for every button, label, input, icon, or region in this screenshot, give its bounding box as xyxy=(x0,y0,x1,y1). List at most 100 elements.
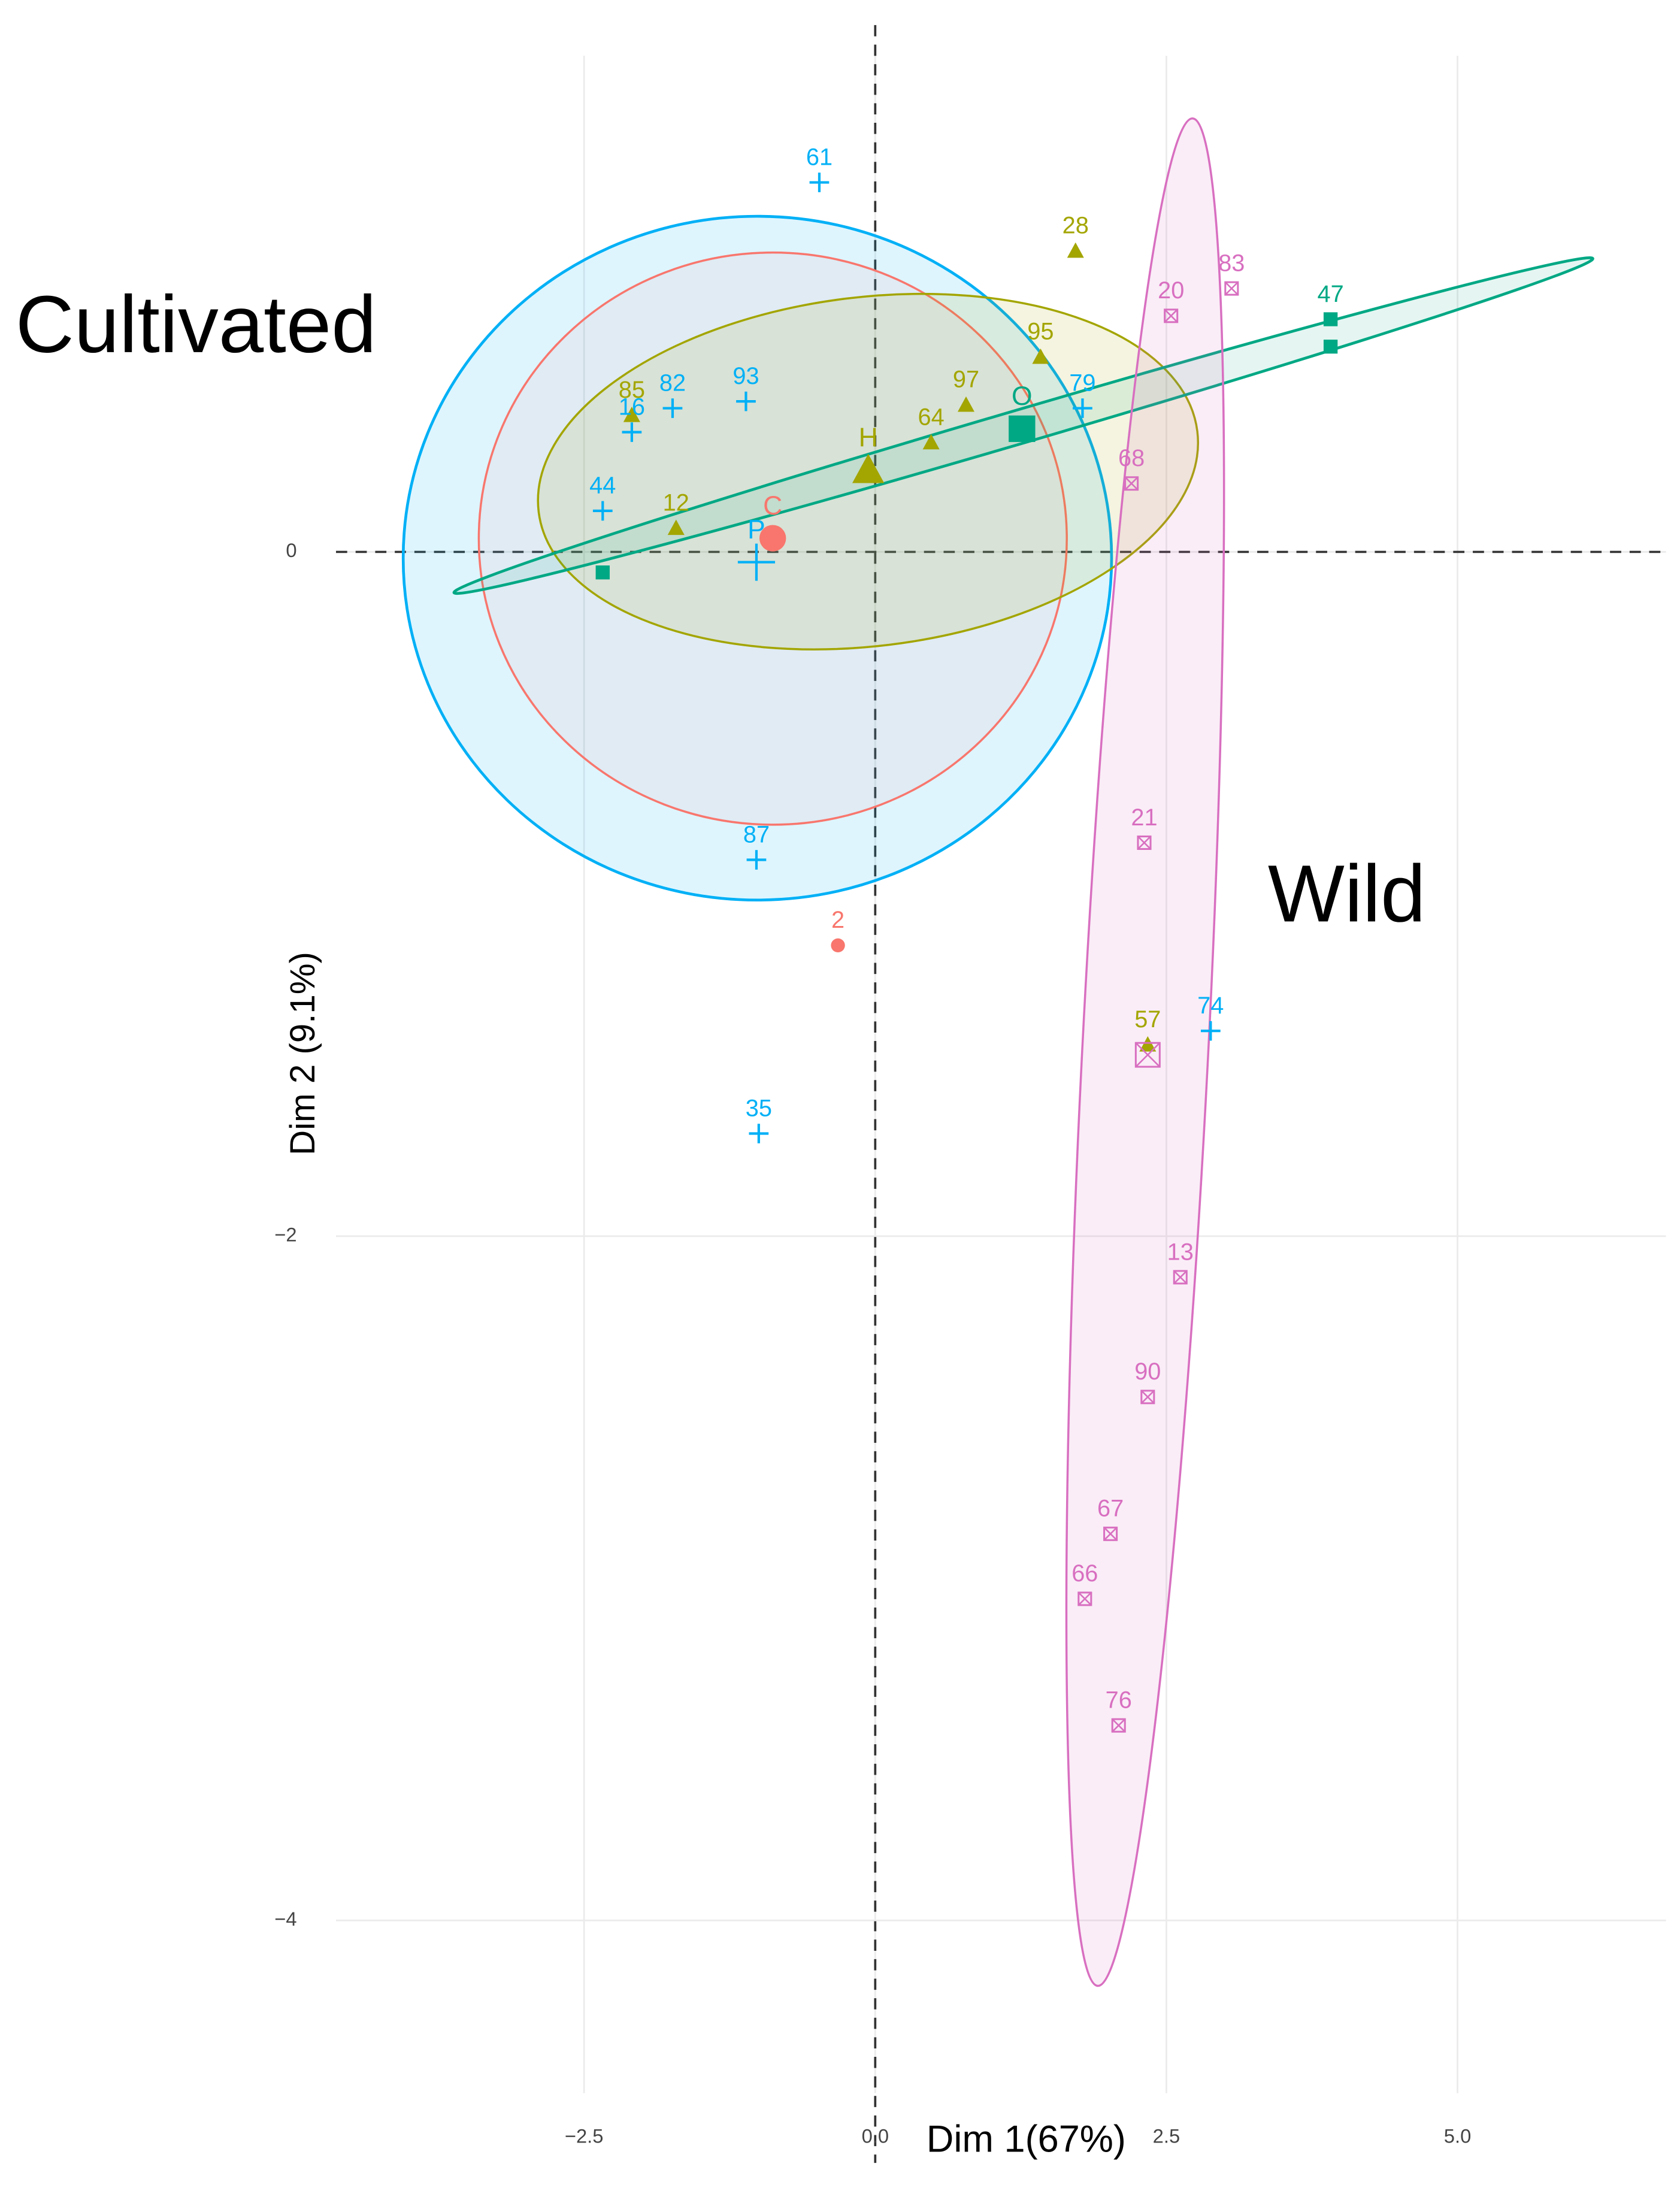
point-label: 57 xyxy=(1134,1006,1161,1033)
point-label: 74 xyxy=(1197,992,1224,1019)
centroid xyxy=(759,525,786,552)
centroid-label: C xyxy=(763,491,782,520)
marker-part xyxy=(1124,476,1139,491)
x-axis-title: Dim 1(67%) xyxy=(927,2119,1126,2160)
marker-part xyxy=(1112,1718,1126,1733)
point xyxy=(1077,1591,1092,1606)
point xyxy=(662,398,683,418)
point xyxy=(736,391,756,411)
point xyxy=(623,406,640,422)
marker-part xyxy=(957,396,975,412)
point xyxy=(667,519,685,535)
marker-part xyxy=(1137,836,1151,850)
centroid-label: P xyxy=(747,515,765,544)
point-label: 21 xyxy=(1131,804,1157,831)
centroid-label: O xyxy=(1012,382,1033,411)
point-label: 28 xyxy=(1063,213,1089,239)
point-label: 47 xyxy=(1318,281,1344,307)
marker-part xyxy=(1140,1390,1155,1404)
marker-part xyxy=(759,525,786,552)
point xyxy=(831,938,845,952)
point-label: 82 xyxy=(659,370,686,396)
point xyxy=(592,501,613,521)
y-tick-label: −2 xyxy=(274,1224,296,1246)
point-label: 85 xyxy=(619,377,645,403)
point-label: 87 xyxy=(743,821,770,848)
marker-part xyxy=(1032,348,1049,364)
marker-part xyxy=(595,565,610,580)
point-label: 76 xyxy=(1106,1687,1132,1714)
marker-part xyxy=(1134,1042,1161,1068)
point-label: 35 xyxy=(746,1095,772,1121)
point-label: 95 xyxy=(1027,319,1054,345)
point-label: 64 xyxy=(918,404,945,431)
marker-part xyxy=(623,406,640,422)
point xyxy=(957,396,975,412)
point-label: 16 xyxy=(619,394,645,420)
marker-part xyxy=(1323,312,1338,326)
marker-part xyxy=(667,519,685,535)
marker-part xyxy=(1164,308,1178,323)
point-label: 2 xyxy=(831,907,844,933)
point xyxy=(746,850,767,870)
marker-part xyxy=(1164,308,1179,323)
point xyxy=(1323,312,1338,326)
marker-part xyxy=(1323,340,1338,354)
marker-part xyxy=(1173,1270,1188,1284)
centroid xyxy=(1009,415,1036,442)
point xyxy=(595,565,610,580)
point-label: 93 xyxy=(732,363,759,389)
marker-part xyxy=(1103,1526,1118,1541)
point xyxy=(622,422,642,442)
point xyxy=(1173,1270,1188,1285)
x-tick-label: 0.0 xyxy=(862,2125,889,2147)
marker-part xyxy=(1077,1591,1092,1606)
point xyxy=(809,173,830,192)
x-tick-label: −2.5 xyxy=(565,2125,604,2147)
point-label: 66 xyxy=(1071,1560,1098,1587)
point-label: 79 xyxy=(1069,370,1095,396)
centroid xyxy=(1134,1042,1161,1068)
marker-part xyxy=(1077,1591,1092,1606)
marker-part xyxy=(1173,1270,1188,1285)
point-label: 67 xyxy=(1097,1496,1124,1522)
point-label: 61 xyxy=(806,144,833,170)
point-label: 97 xyxy=(953,367,979,393)
marker-part xyxy=(1067,242,1084,258)
point xyxy=(1124,476,1139,491)
point-label: 20 xyxy=(1158,277,1184,304)
marker-part xyxy=(1140,1390,1155,1405)
y-axis-title: Dim 2 (9.1%) xyxy=(283,952,322,1155)
x-tick-label: 2.5 xyxy=(1153,2125,1180,2147)
point xyxy=(922,434,940,450)
y-tick-label: −4 xyxy=(274,1908,296,1930)
point xyxy=(1200,1021,1221,1041)
marker-part xyxy=(1139,1036,1157,1052)
marker-part xyxy=(852,453,885,483)
marker-part xyxy=(1124,476,1139,491)
point xyxy=(1032,348,1049,364)
marker-part xyxy=(1137,835,1152,850)
point-label: 90 xyxy=(1134,1358,1161,1385)
point-label: 12 xyxy=(663,489,689,516)
marker-part xyxy=(1103,1527,1118,1541)
point xyxy=(1073,398,1092,418)
point-label: 83 xyxy=(1218,250,1245,277)
centroid xyxy=(737,543,776,581)
marker-part xyxy=(1111,1718,1126,1733)
marker-part xyxy=(1009,415,1036,442)
marker-part xyxy=(1135,1042,1161,1067)
annotation: Cultivated xyxy=(16,279,377,370)
marker-part xyxy=(1224,281,1239,296)
point xyxy=(1103,1526,1118,1541)
point-label: 44 xyxy=(589,473,616,499)
centroid xyxy=(852,453,885,483)
point xyxy=(1323,340,1338,354)
point-label: 68 xyxy=(1118,445,1145,471)
point xyxy=(749,1124,769,1143)
point-label: 13 xyxy=(1167,1239,1194,1265)
point xyxy=(1111,1718,1126,1733)
annotation: Wild xyxy=(1268,848,1426,939)
